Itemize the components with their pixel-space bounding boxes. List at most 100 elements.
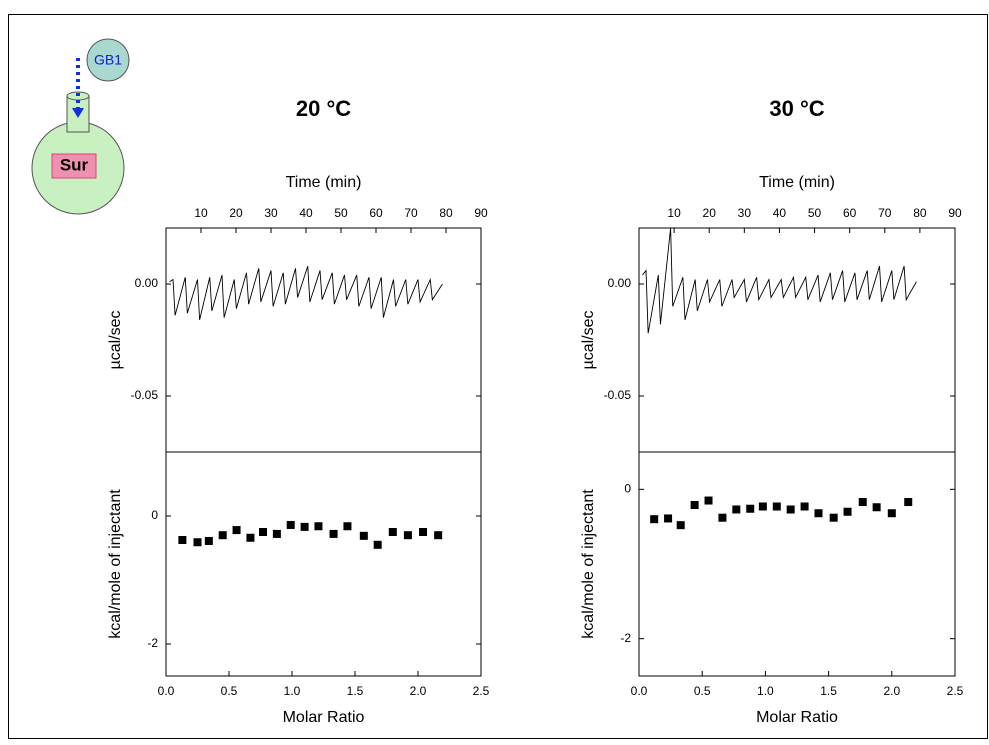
trace-line	[642, 227, 917, 334]
data-point	[887, 509, 896, 518]
inset-diagram: GB1 Sur	[31, 38, 130, 215]
x-tick-label: 30	[738, 206, 752, 220]
plot-frame	[165, 451, 482, 677]
y-tick-label: -2	[147, 636, 158, 650]
data-point	[434, 531, 443, 540]
data-point	[904, 498, 913, 507]
x-tick-label: 10	[194, 206, 208, 220]
titrant-circle	[86, 38, 130, 82]
cell-box	[51, 153, 97, 179]
x-tick-label: 60	[843, 206, 857, 220]
y-tick-label: 0.00	[135, 276, 159, 290]
data-point	[403, 531, 412, 540]
arrow-head	[72, 108, 84, 118]
x-tick-label: 60	[369, 206, 383, 220]
titrant-label: GB1	[94, 52, 122, 68]
plot-frame	[638, 451, 956, 677]
y-tick-label: -2	[620, 631, 631, 645]
data-point	[872, 503, 881, 512]
data-point	[246, 533, 255, 542]
data-point	[772, 502, 781, 511]
x-tick-label: 90	[474, 206, 488, 220]
data-point	[786, 505, 795, 514]
data-point	[204, 536, 213, 545]
x-tick-label: 2.0	[410, 684, 427, 698]
data-point	[690, 501, 699, 510]
data-point	[193, 538, 202, 547]
y-axis-title: µcal/sec	[107, 310, 124, 369]
x-tick-label: 50	[808, 206, 822, 220]
x-tick-label: 70	[404, 206, 418, 220]
trace-line	[169, 265, 443, 320]
x-tick-label: 90	[948, 206, 962, 220]
y-tick-label: 0	[151, 508, 158, 522]
x-tick-label: 1.5	[820, 684, 837, 698]
data-point	[178, 536, 187, 544]
x-tick-label: 1.0	[757, 684, 774, 698]
data-point	[858, 498, 867, 507]
data-point	[272, 529, 281, 538]
x-tick-label: 30	[264, 206, 278, 220]
data-point	[388, 528, 397, 536]
x-tick-label: 1.5	[347, 684, 364, 698]
data-point	[218, 531, 227, 540]
x-axis-title: Time (min)	[286, 174, 362, 191]
figure-border	[8, 14, 988, 739]
x-tick-label: 2.0	[883, 684, 900, 698]
y-tick-label: 0.00	[608, 276, 632, 290]
y-tick-label: -0.05	[131, 388, 159, 402]
chart-title: 20 °C	[296, 96, 351, 121]
x-tick-label: 0.0	[631, 684, 648, 698]
cell-label: Sur	[60, 155, 89, 174]
x-tick-label: 40	[773, 206, 787, 220]
data-point	[314, 522, 323, 531]
x-tick-label: 0.0	[158, 684, 175, 698]
x-axis-title: Molar Ratio	[283, 709, 365, 726]
plot-frame	[638, 227, 956, 453]
data-point	[373, 540, 382, 549]
data-point	[286, 520, 295, 529]
y-tick-label: -0.05	[604, 388, 632, 402]
data-point	[814, 509, 823, 518]
x-tick-label: 40	[299, 206, 313, 220]
x-tick-label: 2.5	[947, 684, 964, 698]
x-tick-label: 10	[667, 206, 681, 220]
data-point	[329, 529, 338, 538]
x-axis-title: Time (min)	[759, 174, 835, 191]
x-axis-title: Molar Ratio	[756, 709, 838, 726]
data-point	[676, 521, 685, 530]
x-tick-label: 20	[229, 206, 243, 220]
data-point	[732, 505, 741, 514]
data-point	[718, 513, 727, 522]
y-axis-title: kcal/mole of injectant	[580, 489, 597, 639]
data-point	[843, 507, 852, 516]
chart-title: 30 °C	[769, 96, 824, 121]
data-point	[232, 526, 241, 535]
data-point	[300, 522, 309, 531]
x-tick-label: 80	[439, 206, 453, 220]
plot-frame	[165, 227, 482, 453]
x-tick-label: 80	[913, 206, 927, 220]
x-tick-label: 20	[703, 206, 717, 220]
data-point	[664, 514, 673, 523]
data-point	[704, 496, 713, 505]
x-tick-label: 70	[878, 206, 892, 220]
data-point	[746, 504, 755, 513]
x-tick-label: 50	[334, 206, 348, 220]
y-axis-title: kcal/mole of injectant	[107, 489, 124, 639]
data-point	[343, 522, 352, 531]
x-tick-label: 1.0	[284, 684, 301, 698]
y-axis-title: µcal/sec	[580, 310, 597, 369]
x-tick-label: 2.5	[473, 684, 490, 698]
x-tick-label: 0.5	[221, 684, 238, 698]
data-point	[829, 513, 838, 522]
x-tick-label: 0.5	[694, 684, 711, 698]
data-point	[359, 531, 368, 540]
data-point	[800, 502, 809, 511]
data-point	[419, 528, 428, 536]
data-point	[758, 502, 767, 511]
data-point	[650, 515, 659, 524]
data-point	[259, 528, 268, 536]
